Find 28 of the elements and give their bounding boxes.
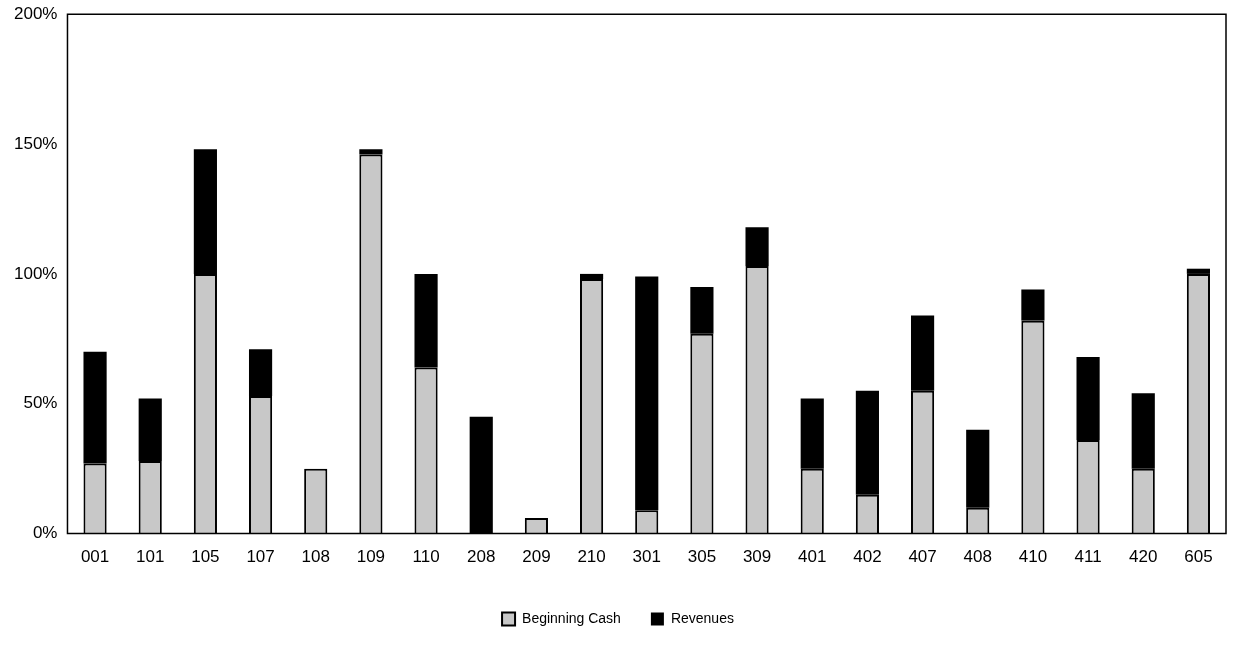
- x-tick-label: 305: [687, 547, 717, 567]
- x-tick-label: 001: [80, 547, 110, 567]
- y-tick-label: 50%: [23, 393, 58, 413]
- x-tick-label: 109: [356, 547, 386, 567]
- legend-label: Beginning Cash: [522, 609, 621, 626]
- x-tick-label: 209: [522, 547, 551, 567]
- x-tick-label: 105: [191, 547, 220, 567]
- y-tick-label: 100%: [14, 263, 58, 283]
- x-tick-label: 110: [412, 547, 440, 567]
- x-tick-label: 210: [577, 547, 606, 567]
- x-tick-label: 605: [1184, 547, 1213, 567]
- x-tick-label: 402: [853, 547, 882, 567]
- x-tick-label: 411: [1074, 547, 1102, 567]
- x-tick-label: 407: [908, 547, 937, 567]
- y-tick-label: 0%: [32, 523, 58, 543]
- x-tick-label: 208: [467, 547, 496, 567]
- x-tick-label: 101: [136, 547, 165, 567]
- x-tick-label: 107: [246, 547, 275, 567]
- y-tick-label: 200%: [14, 3, 58, 23]
- legend-label: Revenues: [670, 609, 734, 626]
- x-tick-label: 401: [798, 547, 827, 567]
- x-tick-label: 301: [632, 547, 661, 567]
- x-tick-label: 408: [963, 547, 992, 567]
- x-tick-label: 420: [1129, 547, 1158, 567]
- x-tick-label: 410: [1018, 547, 1048, 567]
- x-tick-label: 309: [742, 547, 772, 567]
- y-tick-label: 150%: [14, 133, 58, 153]
- x-tick-label: 108: [301, 547, 330, 567]
